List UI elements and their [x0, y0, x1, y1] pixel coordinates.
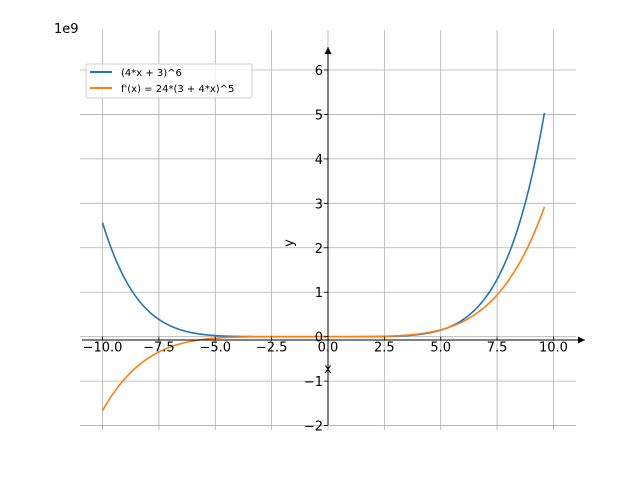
y-axis-label: y: [282, 239, 297, 247]
y-tick-label: 2: [315, 242, 323, 257]
plot-area: [101, 112, 546, 412]
x-tick-label: 0.0: [318, 341, 339, 356]
x-tick-label: 7.5: [487, 341, 508, 356]
legend: (4*x + 3)^6 f'(x) = 24*(3 + 4*x)^5: [85, 63, 253, 99]
y-tick-label: 0: [315, 331, 323, 346]
x-tick-label: 5.0: [430, 341, 451, 356]
x-tick-label: −7.5: [143, 341, 175, 356]
legend-label-series-1: (4*x + 3)^6: [121, 68, 182, 79]
x-tick-label: −5.0: [199, 341, 231, 356]
tick-labels: −10.0 −7.5 −5.0 −2.5 0.0 2.5 5.0 7.5 10.0 −2 −1 0 1 2…: [83, 64, 568, 435]
series-line-1: [101, 112, 546, 338]
y-tick-label: 1: [315, 286, 323, 301]
y-tick-label: −1: [304, 375, 323, 390]
x-tick-label: −2.5: [256, 341, 288, 356]
axis-offset-label: 1e9: [54, 22, 79, 37]
y-tick-label: 6: [315, 64, 323, 79]
x-axis-label: x: [324, 362, 332, 377]
series-line-2: [101, 206, 546, 412]
x-tick-label: 10.0: [539, 341, 568, 356]
axes: [82, 47, 585, 425]
y-tick-label: 5: [315, 108, 323, 123]
x-axis-arrow-icon: [578, 336, 585, 344]
x-tick-label: −10.0: [83, 341, 123, 356]
legend-label-series-2: f'(x) = 24*(3 + 4*x)^5: [121, 84, 234, 95]
legend-box: [85, 63, 253, 99]
y-axis-arrow-icon: [324, 47, 332, 54]
tick-marks: [102, 69, 554, 426]
y-tick-label: 4: [315, 153, 323, 168]
y-tick-label: 3: [315, 197, 323, 212]
y-tick-label: −2: [304, 420, 323, 435]
x-tick-label: 2.5: [374, 341, 395, 356]
